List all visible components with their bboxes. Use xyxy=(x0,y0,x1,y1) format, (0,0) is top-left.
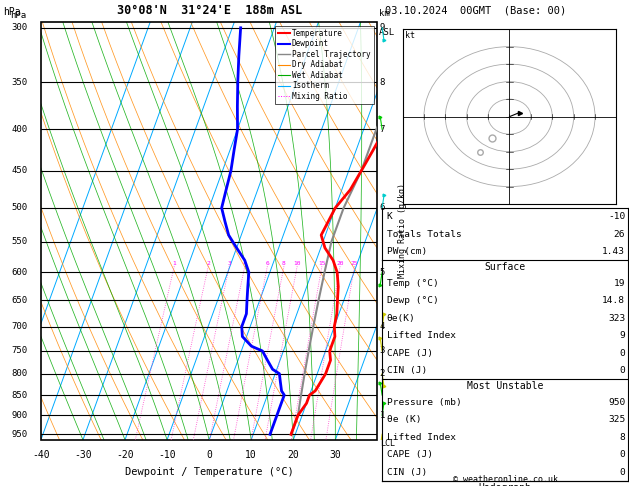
Legend: Temperature, Dewpoint, Parcel Trajectory, Dry Adiabat, Wet Adiabat, Isotherm, Mi: Temperature, Dewpoint, Parcel Trajectory… xyxy=(275,26,374,104)
Text: Lifted Index: Lifted Index xyxy=(387,331,456,340)
Text: -20: -20 xyxy=(116,450,134,460)
Text: 30°08'N  31°24'E  188m ASL: 30°08'N 31°24'E 188m ASL xyxy=(116,4,302,17)
Text: Temp (°C): Temp (°C) xyxy=(387,279,438,288)
Text: 25: 25 xyxy=(351,261,358,266)
Text: 2: 2 xyxy=(380,369,385,378)
Text: 950: 950 xyxy=(608,398,625,407)
Text: 700: 700 xyxy=(11,322,28,331)
Text: 26: 26 xyxy=(614,230,625,239)
Text: 950: 950 xyxy=(11,430,28,439)
Text: Surface: Surface xyxy=(484,262,526,273)
Text: 10: 10 xyxy=(245,450,257,460)
Text: θe(K): θe(K) xyxy=(387,314,416,323)
Text: 325: 325 xyxy=(608,415,625,424)
Text: -30: -30 xyxy=(74,450,92,460)
Text: 350: 350 xyxy=(11,78,28,87)
Text: 15: 15 xyxy=(318,261,326,266)
Text: CIN (J): CIN (J) xyxy=(387,468,427,477)
Text: 1.43: 1.43 xyxy=(602,247,625,256)
Text: 0: 0 xyxy=(620,366,625,375)
Text: 900: 900 xyxy=(11,411,28,420)
Text: CIN (J): CIN (J) xyxy=(387,366,427,375)
Text: 2: 2 xyxy=(206,261,210,266)
Text: 3: 3 xyxy=(228,261,231,266)
Text: 550: 550 xyxy=(11,237,28,246)
Text: 20: 20 xyxy=(337,261,344,266)
Text: 19: 19 xyxy=(614,279,625,288)
Text: 8: 8 xyxy=(620,433,625,442)
Text: 850: 850 xyxy=(11,391,28,399)
Text: θe (K): θe (K) xyxy=(387,415,421,424)
Text: -40: -40 xyxy=(32,450,50,460)
Text: kt: kt xyxy=(404,31,415,40)
Text: 6: 6 xyxy=(380,204,385,212)
Text: CAPE (J): CAPE (J) xyxy=(387,450,433,459)
Text: 9: 9 xyxy=(620,331,625,340)
Text: K: K xyxy=(387,212,392,221)
Text: 0: 0 xyxy=(206,450,212,460)
Text: 323: 323 xyxy=(608,314,625,323)
Text: 8: 8 xyxy=(380,78,385,87)
Text: 10: 10 xyxy=(293,261,301,266)
Text: 800: 800 xyxy=(11,369,28,378)
Text: CAPE (J): CAPE (J) xyxy=(387,349,433,358)
Text: hPa: hPa xyxy=(11,11,26,20)
Text: Pressure (mb): Pressure (mb) xyxy=(387,398,462,407)
Text: 300: 300 xyxy=(11,23,28,32)
Text: Lifted Index: Lifted Index xyxy=(387,433,456,442)
Text: Most Unstable: Most Unstable xyxy=(467,382,543,391)
Text: 1: 1 xyxy=(172,261,176,266)
Text: Totals Totals: Totals Totals xyxy=(387,230,462,239)
Text: 8: 8 xyxy=(282,261,286,266)
Text: hPa: hPa xyxy=(3,7,21,17)
Text: km: km xyxy=(379,9,390,17)
Text: 500: 500 xyxy=(11,204,28,212)
Text: 0: 0 xyxy=(620,468,625,477)
Text: PW (cm): PW (cm) xyxy=(387,247,427,256)
Text: 6: 6 xyxy=(265,261,269,266)
Text: 450: 450 xyxy=(11,166,28,175)
Text: 9: 9 xyxy=(380,23,385,32)
Text: 600: 600 xyxy=(11,268,28,277)
Text: 7: 7 xyxy=(380,125,385,134)
Text: Dewpoint / Temperature (°C): Dewpoint / Temperature (°C) xyxy=(125,467,294,477)
Text: -10: -10 xyxy=(608,212,625,221)
Text: LCL: LCL xyxy=(380,439,395,448)
Text: 4: 4 xyxy=(243,261,247,266)
Text: 20: 20 xyxy=(287,450,299,460)
Text: © weatheronline.co.uk: © weatheronline.co.uk xyxy=(453,474,557,484)
Text: Mixing Ratio (g/kg): Mixing Ratio (g/kg) xyxy=(398,183,406,278)
Text: 1: 1 xyxy=(380,411,385,420)
Text: 4: 4 xyxy=(380,322,385,331)
Text: ASL: ASL xyxy=(379,28,395,37)
Text: 750: 750 xyxy=(11,347,28,355)
Text: -10: -10 xyxy=(159,450,176,460)
Text: 0: 0 xyxy=(620,450,625,459)
Text: 0: 0 xyxy=(620,349,625,358)
Text: 400: 400 xyxy=(11,125,28,134)
Text: Hodograph: Hodograph xyxy=(479,483,532,486)
Text: 650: 650 xyxy=(11,296,28,305)
Text: 03.10.2024  00GMT  (Base: 00): 03.10.2024 00GMT (Base: 00) xyxy=(385,6,566,16)
Text: 14.8: 14.8 xyxy=(602,296,625,305)
Text: 5: 5 xyxy=(380,268,385,277)
Text: 3: 3 xyxy=(380,347,385,355)
Text: 30: 30 xyxy=(330,450,341,460)
Text: Dewp (°C): Dewp (°C) xyxy=(387,296,438,305)
